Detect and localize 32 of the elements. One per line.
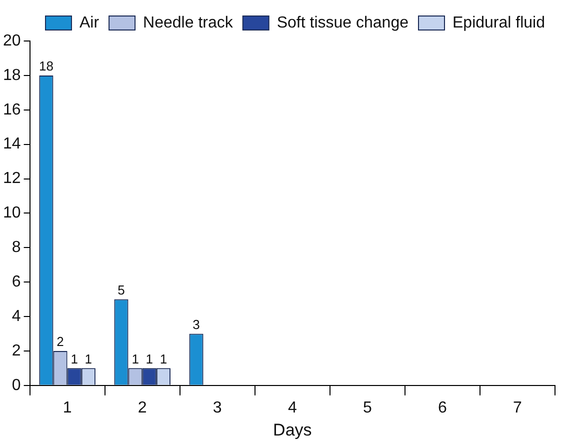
data-label: 1 — [84, 351, 92, 366]
y-tick-label: 0 — [12, 376, 21, 394]
x-axis-title: Days — [273, 420, 312, 440]
data-label: 18 — [38, 58, 54, 74]
y-tick-label: 6 — [12, 273, 21, 290]
x-tick-label: 5 — [362, 399, 372, 416]
y-tick-label: 10 — [3, 204, 21, 222]
legend-label: Soft tissue change — [276, 14, 409, 32]
data-label: 2 — [56, 334, 64, 350]
x-tick-label: 1 — [62, 399, 72, 416]
data-label: 1 — [70, 351, 78, 366]
x-tick-label: 2 — [138, 399, 147, 416]
data-label: 1 — [132, 351, 139, 366]
data-label: 1 — [146, 351, 153, 366]
data-label: 5 — [118, 282, 125, 298]
y-tick-label: 18 — [3, 66, 21, 84]
legend-label: Needle track — [143, 14, 234, 32]
y-tick-label: 12 — [3, 170, 21, 188]
x-tick-label: 6 — [438, 399, 448, 416]
y-tick-label: 20 — [3, 32, 21, 50]
data-label: 3 — [192, 316, 200, 332]
x-tick-label: 7 — [513, 399, 522, 416]
legend-label: Epidural fluid — [452, 14, 545, 32]
y-tick-label: 4 — [12, 308, 21, 325]
x-tick-label: 3 — [212, 399, 222, 416]
y-tick-label: 16 — [3, 101, 21, 118]
legend-label: Air — [79, 14, 100, 32]
data-label: 1 — [160, 351, 168, 366]
x-tick-label: 4 — [288, 399, 297, 416]
y-tick-label: 14 — [3, 136, 21, 153]
y-tick-label: 8 — [12, 239, 21, 256]
y-tick-label: 2 — [12, 342, 21, 360]
